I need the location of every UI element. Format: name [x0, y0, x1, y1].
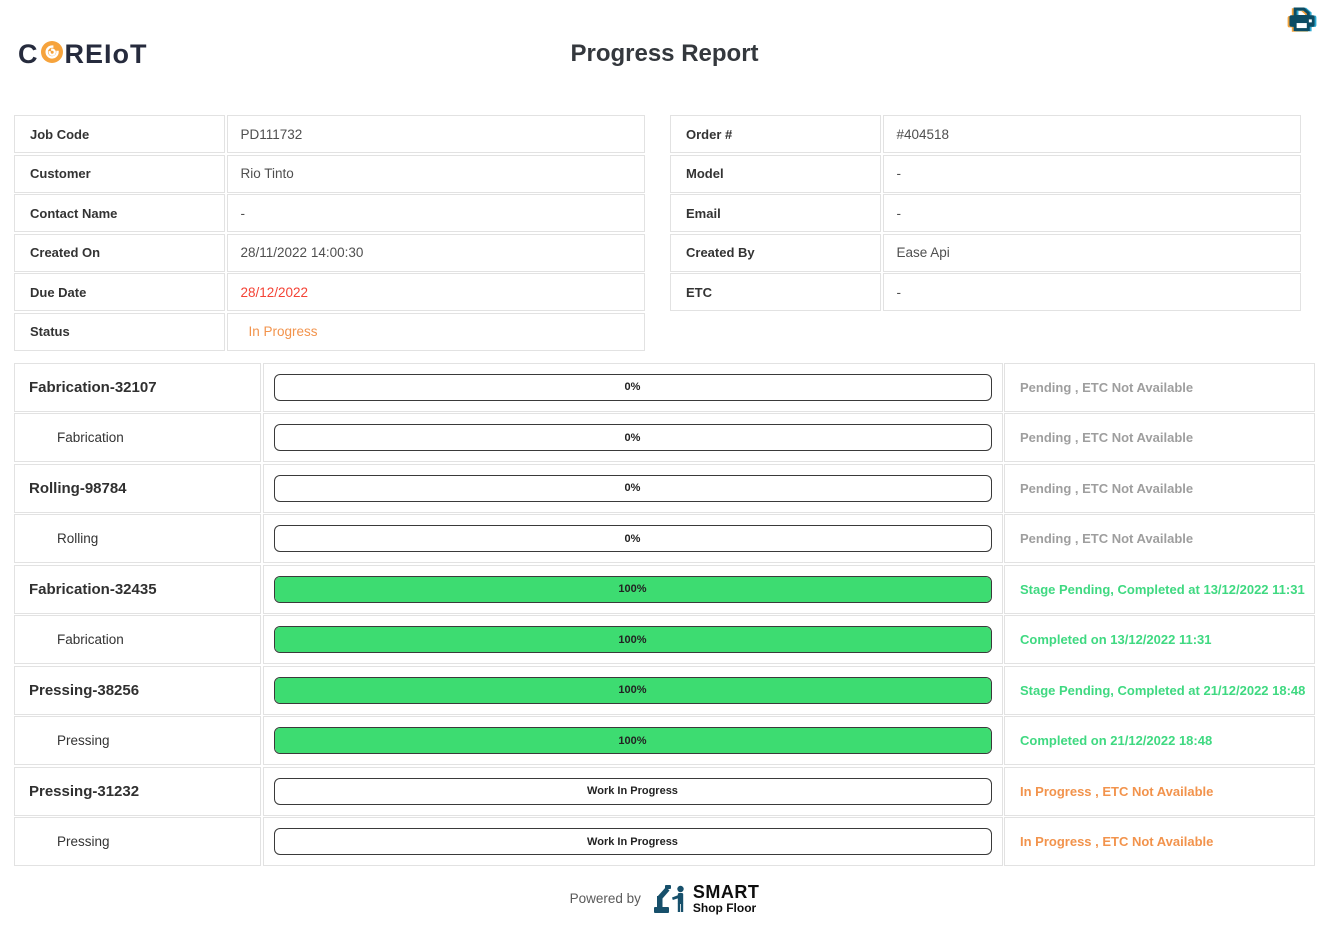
powered-by-label: Powered by [569, 890, 641, 906]
info-label-etc: ETC [670, 273, 881, 311]
info-label-created-on: Created On [14, 233, 225, 272]
brand-name-top: SMART [692, 881, 760, 902]
progress-bar-cell-6: 100% [262, 665, 1003, 715]
stage-status-0: Pending , ETC Not Available [1004, 362, 1315, 412]
progress-bar-fill-4 [274, 576, 991, 602]
stage-status-4: Stage Pending, Completed at 13/12/2022 1… [1004, 564, 1315, 614]
progress-bar-cell-4: 100% [262, 564, 1003, 614]
stage-name-fabrication-1: Fabrication [14, 413, 261, 462]
progress-bar-8: Work In Progress [273, 777, 992, 805]
progress-bar-2: 0% [273, 474, 992, 502]
info-label-job-code: Job Code [14, 115, 225, 153]
progress-bar-fill-7 [274, 728, 991, 753]
info-label-contact-name: Contact Name [14, 194, 225, 232]
info-value-job-code: PD111732 [226, 115, 645, 153]
info-section: Job Code PD111732 Customer Rio Tinto Contact… [0, 115, 1329, 351]
stage-status-2: Pending , ETC Not Available [1004, 463, 1315, 513]
progress-bar-label-1: 0% [624, 431, 641, 444]
progress-bar-label-2: 0% [624, 482, 641, 494]
logo-text-prefix: C [18, 39, 39, 69]
stage-status-6: Stage Pending, Completed at 21/12/2022 1… [1004, 665, 1315, 715]
info-label-email: Email [670, 194, 881, 232]
info-label-due-date: Due Date [14, 273, 225, 311]
brand-name: SMART Shop Floor [693, 883, 760, 914]
progress-bar-cell-0: 0% [262, 362, 1003, 412]
stage-name-pressing-38256-6: Pressing-38256 [14, 665, 261, 715]
footer: Powered by SMART Shop Floor [0, 881, 1329, 927]
info-value-customer: Rio Tinto [226, 154, 645, 193]
progress-bar-fill-6 [274, 677, 991, 703]
progress-bar-label-7: 100% [618, 734, 647, 747]
progress-bar-cell-7: 100% [262, 716, 1003, 765]
stage-name-pressing-31232-8: Pressing-31232 [14, 766, 261, 816]
progress-bar-6: 100% [273, 676, 992, 704]
progress-bar-9: Work In Progress [273, 828, 992, 855]
logo-text-suffix: REIoT [64, 39, 148, 69]
progress-bar-fill-5 [274, 627, 991, 652]
stage-status-7: Completed on 21/12/2022 18:48 [1004, 716, 1315, 765]
stage-name-fabrication-5: Fabrication [14, 615, 261, 664]
info-value-due-date: 28/12/2022 [226, 273, 645, 311]
progress-bar-1: 0% [273, 424, 992, 451]
report-header: C REIoT Progress Report [0, 0, 1329, 96]
progress-bar-3: 0% [273, 525, 992, 552]
coreiot-logo: C REIoT [18, 38, 148, 71]
progress-bar-cell-9: Work In Progress [262, 817, 1003, 866]
info-table-right: Order # #404518 Model - Email - Created By Ease… [670, 115, 1301, 351]
info-label-customer: Customer [14, 154, 225, 193]
info-label-status: Status [14, 312, 225, 351]
info-value-etc: - [882, 273, 1301, 311]
info-value-created-on: 28/11/2022 14:00:30 [226, 233, 645, 272]
stage-status-3: Pending , ETC Not Available [1004, 514, 1315, 563]
stage-name-pressing-7: Pressing [14, 716, 261, 765]
progress-bar-cell-3: 0% [262, 514, 1003, 563]
progress-bar-0: 0% [273, 373, 992, 401]
logo-swirl-icon [40, 40, 64, 71]
progress-bar-label-3: 0% [624, 532, 641, 545]
info-label-order: Order # [670, 115, 881, 153]
info-label-created-by: Created By [670, 233, 881, 272]
info-value-order: #404518 [882, 115, 1301, 153]
progress-bar-label-9: Work In Progress [587, 835, 678, 848]
info-value-status: In Progress [226, 312, 645, 351]
progress-bar-label-5: 100% [618, 633, 647, 646]
progress-bar-4: 100% [273, 575, 992, 603]
progress-table: Fabrication-32107 0% Pending , ETC Not Ava… [14, 362, 1315, 866]
print-icon[interactable] [1285, 4, 1319, 38]
progress-bar-7: 100% [273, 727, 992, 754]
info-value-email: - [882, 194, 1301, 232]
stage-name-pressing-9: Pressing [14, 817, 261, 866]
progress-bar-cell-5: 100% [262, 615, 1003, 664]
robot-worker-icon [653, 885, 684, 913]
progress-bar-cell-2: 0% [262, 463, 1003, 513]
progress-bar-label-0: 0% [624, 381, 641, 393]
stage-status-5: Completed on 13/12/2022 11:31 [1004, 615, 1315, 664]
smart-shop-floor-logo: SMART Shop Floor [653, 881, 760, 915]
stage-status-9: In Progress , ETC Not Available [1004, 817, 1315, 866]
stage-status-1: Pending , ETC Not Available [1004, 413, 1315, 462]
stage-name-rolling-98784-2: Rolling-98784 [14, 463, 261, 513]
stage-name-fabrication-32435-4: Fabrication-32435 [14, 564, 261, 614]
info-value-created-by: Ease Api [882, 233, 1301, 272]
progress-bar-label-4: 100% [618, 583, 647, 595]
progress-bar-cell-8: Work In Progress [262, 766, 1003, 816]
progress-bar-label-6: 100% [618, 684, 647, 696]
stage-name-rolling-3: Rolling [14, 514, 261, 563]
info-value-model: - [882, 154, 1301, 193]
stage-name-fabrication-32107-0: Fabrication-32107 [14, 362, 261, 412]
progress-bar-label-8: Work In Progress [587, 785, 678, 797]
progress-bar-5: 100% [273, 626, 992, 653]
info-table-left: Job Code PD111732 Customer Rio Tinto Contact… [14, 115, 645, 351]
page-title: Progress Report [570, 40, 759, 67]
brand-name-bottom: Shop Floor [692, 900, 757, 915]
info-value-contact-name: - [226, 194, 645, 232]
progress-bar-cell-1: 0% [262, 413, 1003, 462]
info-label-model: Model [670, 154, 881, 193]
stage-status-8: In Progress , ETC Not Available [1004, 766, 1315, 816]
